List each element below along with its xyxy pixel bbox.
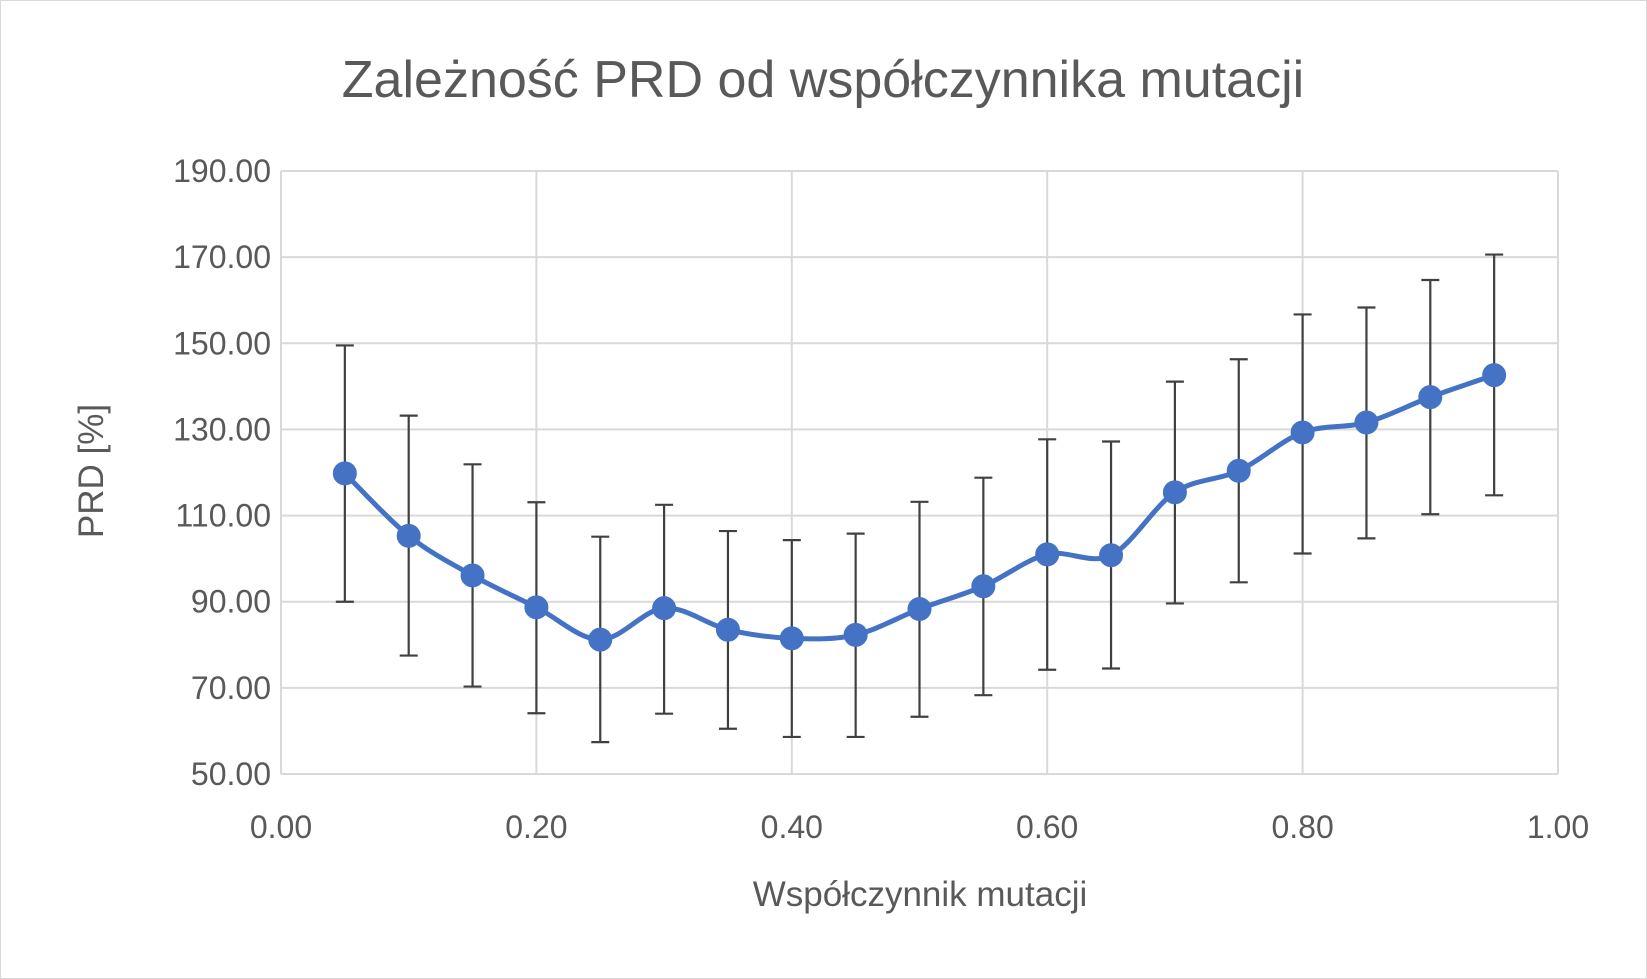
x-tick-label: 0.00 — [250, 809, 312, 845]
data-point — [779, 626, 804, 651]
y-tick-label: 110.00 — [176, 498, 272, 534]
y-tick-label: 150.00 — [173, 325, 271, 361]
gridlines — [280, 170, 1559, 775]
data-point — [524, 595, 549, 620]
data-point — [1354, 410, 1379, 435]
data-point — [396, 523, 421, 548]
error-bars — [335, 253, 1504, 744]
data-point — [971, 574, 996, 599]
y-tick-label: 50.00 — [191, 756, 271, 792]
y-tick-label: 90.00 — [191, 584, 271, 620]
data-point — [332, 461, 357, 486]
x-tick-label: 0.40 — [761, 809, 823, 845]
x-tick-label: 0.60 — [1016, 809, 1078, 845]
x-tick-label: 1.00 — [1527, 809, 1589, 845]
data-point — [588, 627, 613, 652]
y-tick-label: 70.00 — [191, 670, 271, 706]
x-axis-label: Współczynnik mutacji — [753, 875, 1088, 914]
x-tick-label: 0.80 — [1271, 809, 1333, 845]
data-point — [460, 563, 485, 588]
y-tick-label: 130.00 — [173, 411, 271, 447]
chart-title: Zależność PRD od współczynnika mutacji — [342, 51, 1304, 109]
data-point — [1162, 480, 1187, 505]
data-markers — [332, 363, 1507, 652]
y-axis-ticks: 50.00 70.00 90.00 110.00 130.00 150.00 170.00 1… — [173, 153, 271, 792]
y-tick-label: 190.00 — [173, 153, 271, 189]
data-point — [1226, 458, 1251, 483]
y-axis-label: PRD [%] — [72, 404, 111, 538]
data-point — [1035, 542, 1060, 567]
y-tick-label: 170.00 — [173, 239, 271, 275]
x-axis-ticks: 0.00 0.20 0.40 0.60 0.80 1.00 — [250, 809, 1589, 845]
x-tick-label: 0.20 — [505, 809, 567, 845]
data-point — [843, 622, 868, 647]
data-point — [1099, 543, 1124, 568]
data-point — [1482, 363, 1507, 388]
data-point — [1290, 420, 1315, 445]
data-point — [652, 596, 677, 621]
data-point — [907, 597, 932, 622]
data-point — [1418, 385, 1443, 410]
data-point — [715, 617, 740, 642]
